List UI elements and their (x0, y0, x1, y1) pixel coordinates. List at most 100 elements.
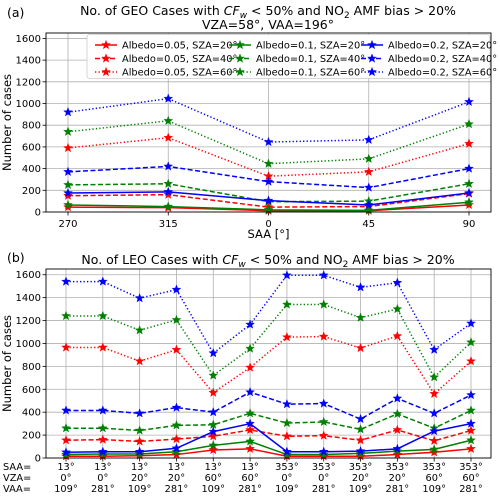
data-point (263, 176, 274, 186)
legend-item: Albedo=0.2, SZA=20° (361, 39, 497, 52)
series-6 (61, 418, 476, 457)
legend-marker (101, 53, 111, 63)
legend-item: Albedo=0.2, SZA=60° (361, 66, 497, 79)
x-tick-label: 270 (58, 219, 77, 230)
data-point (134, 408, 145, 418)
legend-marker (101, 66, 111, 77)
x-tick-label-vaa: 109° (128, 484, 152, 493)
panel-label: (b) (7, 250, 25, 265)
data-point (245, 436, 256, 446)
legend-item: Albedo=0.1, SZA=20° (229, 39, 365, 52)
data-point (208, 348, 219, 358)
data-point (392, 277, 403, 287)
data-point (464, 96, 474, 107)
legend-label: Albedo=0.2, SZA=20° (388, 41, 497, 52)
data-point (363, 134, 374, 145)
panel-label: (a) (7, 5, 24, 20)
data-point (318, 398, 329, 408)
title-part: w (240, 11, 248, 21)
series-2 (61, 330, 476, 399)
chart-title: No. of LEO Cases with CFw < 50% and NO2 … (81, 252, 454, 270)
x-tick-label-vza: 20° (352, 473, 369, 484)
legend-marker (367, 39, 377, 50)
legend-marker (367, 66, 377, 77)
x-tick-label: 90 (463, 219, 476, 230)
data-point (464, 163, 474, 173)
series-line (65, 422, 472, 454)
x-tick-label-vaa: 281° (165, 484, 189, 493)
chart-panel-1: 0 200 400 600 800 1000 1200 1400 1600 Number of c… (0, 250, 492, 495)
data-point (318, 446, 329, 456)
chart-title: No. of GEO Cases with CFw < 50% and NO2 … (80, 3, 456, 21)
data-point (281, 431, 292, 441)
legend-item: Albedo=0.2, SZA=40° (361, 53, 497, 65)
y-tick-label: 1000 (16, 339, 41, 350)
data-point (171, 449, 182, 459)
data-point (392, 393, 403, 403)
x-tick-label-vza: 60° (462, 473, 479, 484)
legend-item: Albedo=0.05, SZA=40° (95, 53, 237, 65)
data-point (429, 425, 440, 436)
title-part: CF (224, 3, 241, 18)
data-point (134, 293, 145, 303)
data-point (245, 408, 256, 418)
data-point (171, 446, 182, 456)
x-tick-label-vaa: 109° (275, 484, 299, 493)
data-point (163, 93, 174, 103)
row-label: VZA= (3, 473, 31, 484)
data-point (61, 310, 71, 321)
legend-item: Albedo=0.05, SZA=20° (95, 39, 237, 52)
series-line (66, 448, 472, 458)
data-point (208, 440, 219, 450)
x-tick-label: 315 (159, 219, 178, 230)
data-point (97, 446, 108, 456)
title-part: No. of GEO Cases with (80, 3, 224, 18)
legend-item: Albedo=0.05, SZA=60° (95, 66, 237, 79)
data-point (163, 201, 174, 211)
data-point (318, 331, 329, 341)
data-point (63, 187, 73, 198)
data-point (63, 190, 73, 200)
series-4 (61, 405, 476, 435)
data-point (163, 186, 174, 197)
x-tick-label-vaa: 281° (238, 484, 262, 493)
data-point (134, 436, 145, 446)
y-tick-label: 1600 (16, 270, 41, 281)
data-point (171, 344, 182, 354)
data-point (355, 312, 366, 322)
data-point (245, 362, 256, 372)
y-tick-label: 800 (22, 121, 41, 132)
x-tick-label-vaa: 281° (312, 484, 336, 493)
x-tick-label-vza: 20° (168, 473, 185, 484)
chart-panel-0: 0 200 400 600 800 1000 1200 1400 1600 Number of c… (0, 3, 497, 241)
x-tick-label-vaa: 281° (459, 484, 483, 493)
legend-label: Albedo=0.05, SZA=20° (122, 41, 237, 52)
x-tick-label-saa: 353° (422, 462, 446, 473)
legend-label: Albedo=0.05, SZA=40° (122, 54, 237, 65)
series-line (66, 409, 472, 432)
title-part: No. of LEO Cases with (81, 252, 222, 267)
data-point (163, 161, 174, 171)
x-tick-label-vaa: 109° (201, 484, 225, 493)
legend-label: Albedo=0.2, SZA=60° (388, 68, 497, 79)
data-point (281, 398, 292, 409)
data-point (392, 443, 403, 454)
series-line (66, 391, 472, 420)
data-point (63, 126, 73, 136)
series-line (67, 120, 470, 165)
legend-label: Albedo=0.1, SZA=20° (256, 41, 365, 52)
data-point (466, 356, 476, 366)
data-point (208, 431, 219, 441)
data-point (208, 370, 219, 380)
plot-frame (45, 32, 492, 213)
data-point (318, 430, 329, 440)
x-tick-label-vaa: 109° (54, 484, 78, 493)
data-point (263, 136, 274, 147)
title-part: < 50% and NO (247, 3, 344, 18)
series-line (66, 274, 472, 355)
y-axis-label: Number of cases (0, 315, 14, 412)
data-point (392, 424, 403, 435)
series-6 (63, 186, 474, 210)
chart-subtitle: VZA=58°, VAA=196° (202, 17, 334, 32)
x-tick-label-vza: 0° (281, 473, 292, 484)
